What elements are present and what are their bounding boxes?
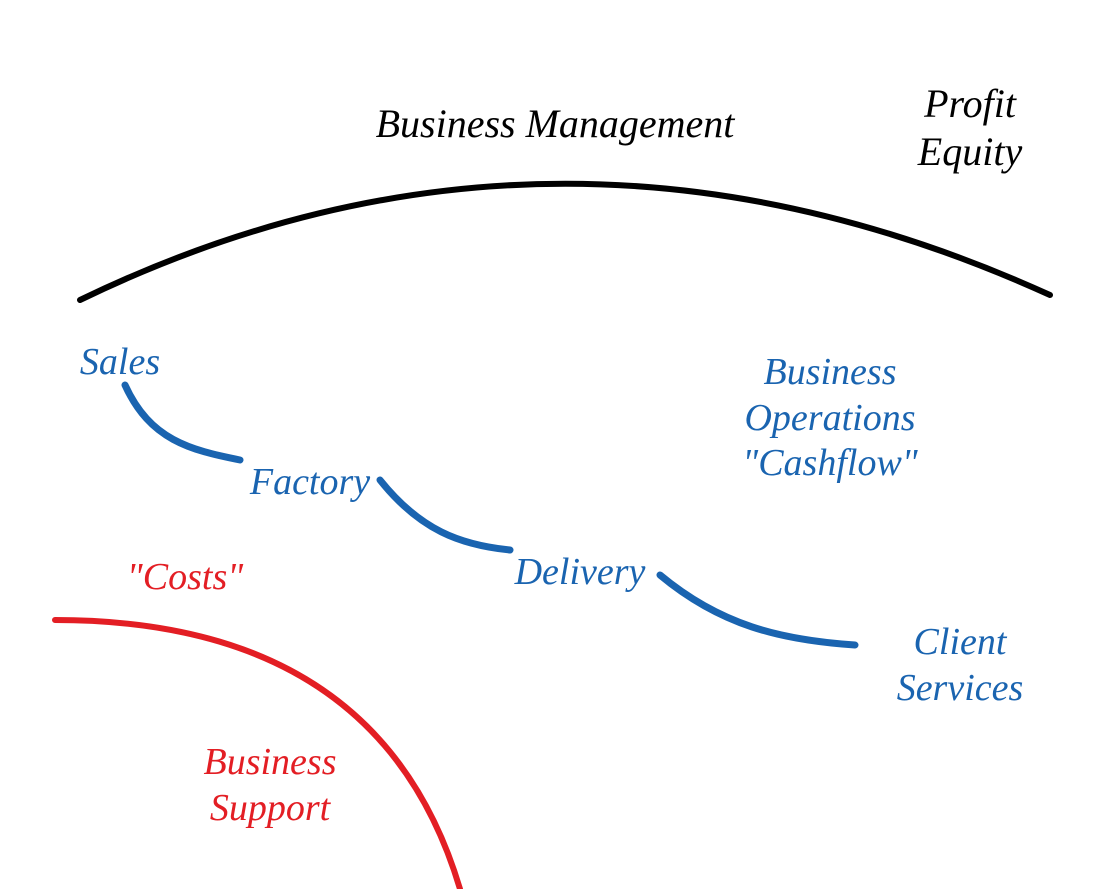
connector-factory-delivery: [380, 480, 510, 550]
business-support-label: Business Support: [204, 740, 337, 831]
factory-label: Factory: [250, 460, 370, 506]
business-diagram: Business Management Profit Equity Sales …: [0, 0, 1111, 889]
profit-equity-label: Profit Equity: [918, 80, 1022, 176]
title-label: Business Management: [376, 100, 735, 148]
sales-label: Sales: [80, 340, 160, 386]
connector-sales-factory: [125, 385, 240, 460]
costs-label: "Costs": [127, 555, 243, 601]
connector-delivery-client: [660, 575, 855, 645]
top-arc: [80, 184, 1050, 300]
delivery-label: Delivery: [515, 550, 646, 596]
client-services-label: Client Services: [897, 620, 1024, 711]
business-operations-label: Business Operations "Cashflow": [742, 350, 918, 487]
